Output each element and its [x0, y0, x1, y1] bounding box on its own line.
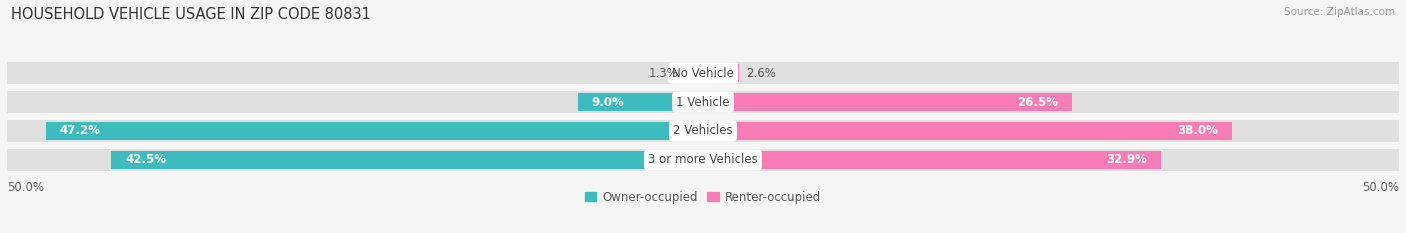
- Legend: Owner-occupied, Renter-occupied: Owner-occupied, Renter-occupied: [579, 186, 827, 209]
- Text: 38.0%: 38.0%: [1177, 124, 1218, 137]
- Bar: [578, 93, 703, 111]
- Bar: [7, 120, 1399, 142]
- Text: Source: ZipAtlas.com: Source: ZipAtlas.com: [1284, 7, 1395, 17]
- Bar: [7, 62, 1399, 84]
- Bar: [7, 91, 1399, 113]
- Bar: [111, 151, 703, 169]
- Text: 2.6%: 2.6%: [747, 66, 776, 79]
- Text: 3 or more Vehicles: 3 or more Vehicles: [648, 154, 758, 167]
- Text: 47.2%: 47.2%: [60, 124, 101, 137]
- Text: 2 Vehicles: 2 Vehicles: [673, 124, 733, 137]
- Text: HOUSEHOLD VEHICLE USAGE IN ZIP CODE 80831: HOUSEHOLD VEHICLE USAGE IN ZIP CODE 8083…: [11, 7, 371, 22]
- Bar: [46, 122, 703, 140]
- Text: 50.0%: 50.0%: [7, 181, 44, 194]
- Text: 1.3%: 1.3%: [648, 66, 678, 79]
- Bar: [703, 151, 1161, 169]
- Bar: [703, 64, 740, 82]
- Bar: [703, 122, 1232, 140]
- Text: 42.5%: 42.5%: [125, 154, 166, 167]
- Text: No Vehicle: No Vehicle: [672, 66, 734, 79]
- Text: 1 Vehicle: 1 Vehicle: [676, 96, 730, 109]
- Text: 9.0%: 9.0%: [592, 96, 624, 109]
- Bar: [7, 149, 1399, 171]
- Bar: [685, 64, 703, 82]
- Text: 32.9%: 32.9%: [1107, 154, 1147, 167]
- Text: 50.0%: 50.0%: [1362, 181, 1399, 194]
- Text: 26.5%: 26.5%: [1017, 96, 1057, 109]
- Bar: [703, 93, 1071, 111]
